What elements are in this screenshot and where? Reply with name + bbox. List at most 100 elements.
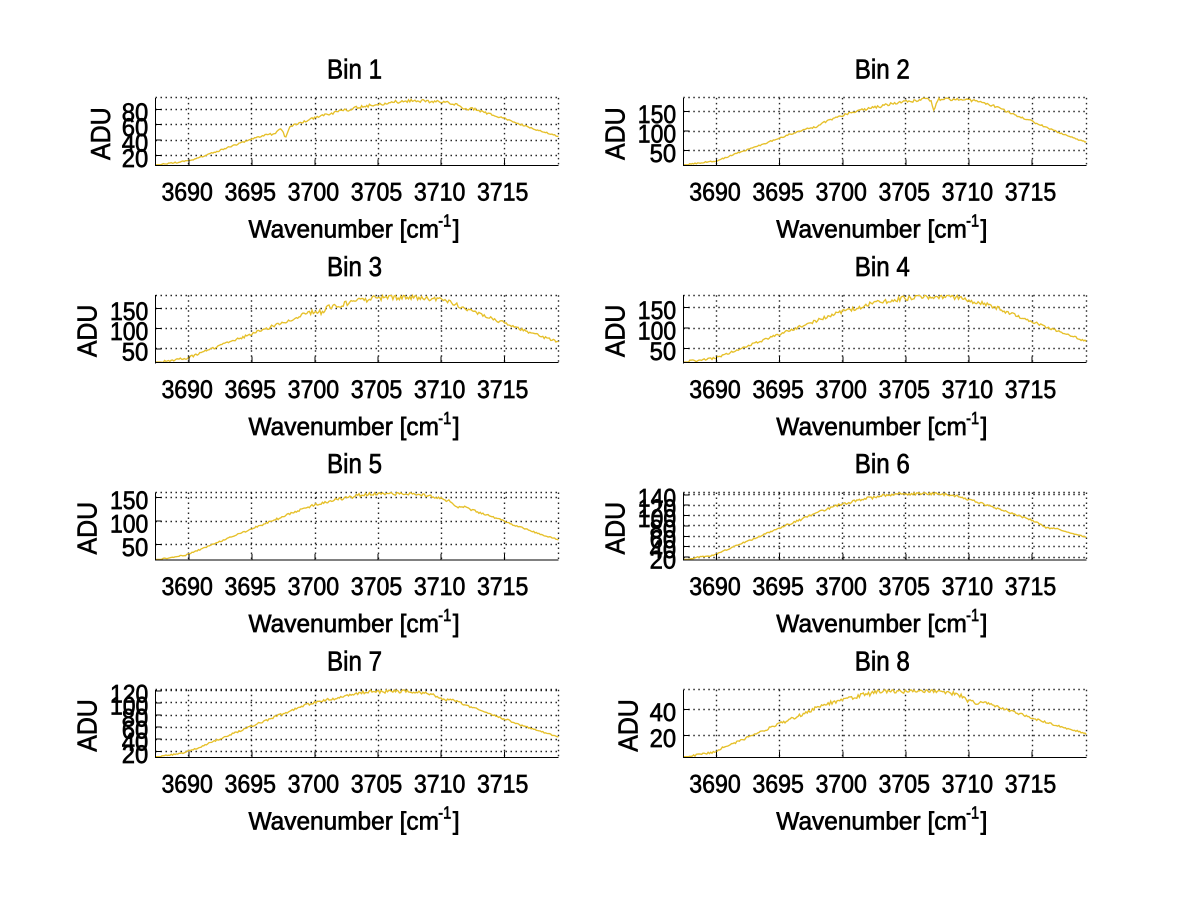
svg-text:3700: 3700 — [288, 179, 340, 207]
svg-text:3705: 3705 — [879, 573, 931, 601]
svg-text:3700: 3700 — [288, 573, 340, 601]
svg-text:100: 100 — [110, 318, 148, 346]
svg-text:3700: 3700 — [815, 771, 867, 799]
svg-text:-1: -1 — [438, 211, 451, 231]
svg-text:3690: 3690 — [689, 376, 741, 404]
svg-text:20: 20 — [122, 145, 149, 173]
svg-text:120: 120 — [638, 495, 676, 523]
svg-text:Bin 7: Bin 7 — [327, 645, 382, 676]
svg-text:Bin 8: Bin 8 — [855, 645, 910, 676]
svg-text:Bin 6: Bin 6 — [855, 448, 910, 479]
svg-text:-1: -1 — [966, 408, 979, 428]
svg-text:]: ] — [453, 610, 460, 638]
svg-text:3710: 3710 — [414, 376, 466, 404]
svg-text:3710: 3710 — [942, 179, 994, 207]
svg-text:3695: 3695 — [752, 376, 804, 404]
svg-text:3690: 3690 — [689, 573, 741, 601]
svg-text:150: 150 — [110, 298, 148, 326]
svg-text:Wavenumber [cm: Wavenumber [cm — [249, 413, 440, 441]
svg-text:3715: 3715 — [477, 179, 529, 207]
svg-text:60: 60 — [650, 526, 677, 554]
svg-text:40: 40 — [650, 536, 677, 564]
svg-text:3715: 3715 — [1005, 179, 1057, 207]
svg-text:3715: 3715 — [477, 771, 529, 799]
svg-text:Bin 4: Bin 4 — [855, 251, 910, 282]
svg-text:40: 40 — [650, 699, 677, 727]
svg-text:ADU: ADU — [72, 502, 103, 555]
svg-text:3690: 3690 — [689, 179, 741, 207]
svg-text:3690: 3690 — [161, 179, 213, 207]
svg-text:]: ] — [981, 610, 988, 638]
svg-text:3710: 3710 — [942, 376, 994, 404]
svg-text:80: 80 — [122, 99, 149, 127]
svg-text:ADU: ADU — [599, 305, 630, 358]
svg-text:120: 120 — [110, 680, 148, 708]
svg-text:]: ] — [981, 216, 988, 244]
svg-text:3705: 3705 — [351, 376, 403, 404]
svg-text:Wavenumber [cm: Wavenumber [cm — [249, 216, 440, 244]
svg-text:3705: 3705 — [879, 376, 931, 404]
svg-text:Wavenumber [cm: Wavenumber [cm — [776, 216, 967, 244]
svg-text:3710: 3710 — [414, 179, 466, 207]
svg-text:Wavenumber [cm: Wavenumber [cm — [249, 610, 440, 638]
svg-text:Bin 2: Bin 2 — [855, 54, 910, 85]
svg-text:3710: 3710 — [414, 573, 466, 601]
svg-text:ADU: ADU — [613, 699, 644, 752]
svg-text:50: 50 — [122, 338, 149, 366]
svg-text:3710: 3710 — [942, 573, 994, 601]
svg-text:]: ] — [453, 413, 460, 441]
svg-text:ADU: ADU — [72, 305, 103, 358]
svg-text:80: 80 — [122, 705, 149, 733]
svg-text:ADU: ADU — [599, 502, 630, 555]
svg-text:40: 40 — [122, 130, 149, 158]
svg-text:3705: 3705 — [351, 179, 403, 207]
svg-text:50: 50 — [122, 534, 149, 562]
svg-text:100: 100 — [638, 505, 676, 533]
svg-text:50: 50 — [650, 338, 677, 366]
svg-text:3715: 3715 — [477, 376, 529, 404]
svg-text:40: 40 — [122, 729, 149, 757]
svg-text:20: 20 — [650, 725, 677, 753]
svg-text:Wavenumber [cm: Wavenumber [cm — [776, 610, 967, 638]
svg-text:3695: 3695 — [225, 376, 277, 404]
svg-text:-1: -1 — [966, 803, 979, 823]
svg-text:20: 20 — [122, 741, 149, 769]
svg-text:-1: -1 — [438, 803, 451, 823]
svg-text:3690: 3690 — [161, 376, 213, 404]
svg-text:Bin 5: Bin 5 — [327, 448, 382, 479]
svg-text:3705: 3705 — [879, 179, 931, 207]
svg-text:3700: 3700 — [288, 376, 340, 404]
svg-text:3690: 3690 — [161, 771, 213, 799]
svg-text:Wavenumber [cm: Wavenumber [cm — [776, 413, 967, 441]
svg-text:-1: -1 — [966, 211, 979, 231]
svg-text:]: ] — [453, 808, 460, 836]
svg-text:100: 100 — [110, 511, 148, 539]
svg-text:3695: 3695 — [225, 179, 277, 207]
svg-text:150: 150 — [638, 101, 676, 129]
svg-text:-1: -1 — [966, 605, 979, 625]
svg-text:3710: 3710 — [414, 771, 466, 799]
svg-text:3700: 3700 — [815, 573, 867, 601]
svg-text:140: 140 — [638, 484, 676, 512]
svg-text:Bin 3: Bin 3 — [327, 251, 382, 282]
svg-text:60: 60 — [122, 717, 149, 745]
svg-text:3710: 3710 — [942, 771, 994, 799]
svg-text:-1: -1 — [438, 408, 451, 428]
svg-text:]: ] — [981, 808, 988, 836]
svg-text:3700: 3700 — [288, 771, 340, 799]
svg-text:3690: 3690 — [689, 771, 741, 799]
svg-text:3705: 3705 — [351, 771, 403, 799]
svg-text:100: 100 — [638, 318, 676, 346]
svg-text:100: 100 — [110, 692, 148, 720]
svg-text:Bin 1: Bin 1 — [327, 54, 382, 85]
svg-text:3715: 3715 — [1005, 376, 1057, 404]
svg-text:60: 60 — [122, 114, 149, 142]
svg-text:3695: 3695 — [752, 179, 804, 207]
svg-text:ADU: ADU — [599, 107, 630, 160]
svg-text:Wavenumber [cm: Wavenumber [cm — [249, 808, 440, 836]
svg-text:3705: 3705 — [879, 771, 931, 799]
svg-text:3715: 3715 — [477, 573, 529, 601]
svg-text:]: ] — [981, 413, 988, 441]
svg-text:3695: 3695 — [225, 573, 277, 601]
svg-text:150: 150 — [110, 487, 148, 515]
